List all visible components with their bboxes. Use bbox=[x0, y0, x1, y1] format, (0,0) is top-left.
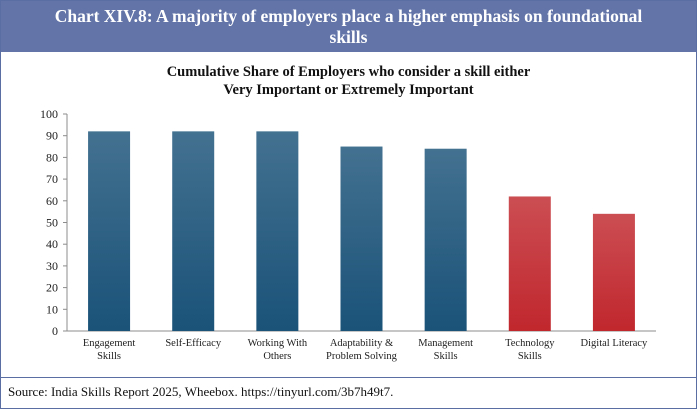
chart-title-line-2: Very Important or Extremely Important bbox=[223, 82, 474, 98]
y-tick-label: 60 bbox=[46, 194, 58, 208]
x-tick-label: Working With Others bbox=[248, 338, 308, 362]
y-tick-label: 100 bbox=[40, 107, 58, 121]
y-tick-label: 70 bbox=[46, 172, 58, 186]
y-tick-label: 10 bbox=[46, 302, 58, 316]
y-tick-label: 40 bbox=[46, 237, 58, 251]
x-tick-label: Management Skills bbox=[418, 338, 473, 362]
y-tick-label: 0 bbox=[52, 324, 58, 338]
x-tick-label: Engagement Skills bbox=[83, 338, 136, 362]
chart-title-line-1: Cumulative Share of Employers who consid… bbox=[166, 64, 531, 80]
bar bbox=[256, 131, 299, 331]
x-tick-label: Self-Efficacy bbox=[165, 338, 222, 349]
x-tick-label: Adaptability & Problem Solving bbox=[326, 338, 398, 362]
bar-chart: 0 10 20 30 40 50 60 70 80 90 100 Engagement Skills Se… bbox=[40, 107, 656, 362]
bar bbox=[88, 131, 131, 331]
chart-title: Cumulative Share of Employers who consid… bbox=[1, 63, 696, 99]
x-tick-label: Digital Literacy bbox=[581, 338, 649, 349]
bar bbox=[172, 131, 215, 331]
y-tick-label: 80 bbox=[46, 150, 58, 164]
y-tick-label: 90 bbox=[46, 129, 58, 143]
bar bbox=[424, 148, 467, 331]
source-note: Source: India Skills Report 2025, Wheebo… bbox=[1, 377, 696, 408]
y-tick-label: 20 bbox=[46, 281, 58, 295]
y-tick-label: 30 bbox=[46, 259, 58, 273]
bar bbox=[340, 146, 383, 331]
y-tick-label: 50 bbox=[46, 216, 58, 230]
bar bbox=[592, 213, 635, 331]
x-tick-label: Technology Skills bbox=[505, 338, 555, 362]
bar bbox=[508, 196, 551, 331]
chart-header: Chart XIV.8: A majority of employers pla… bbox=[1, 1, 696, 52]
